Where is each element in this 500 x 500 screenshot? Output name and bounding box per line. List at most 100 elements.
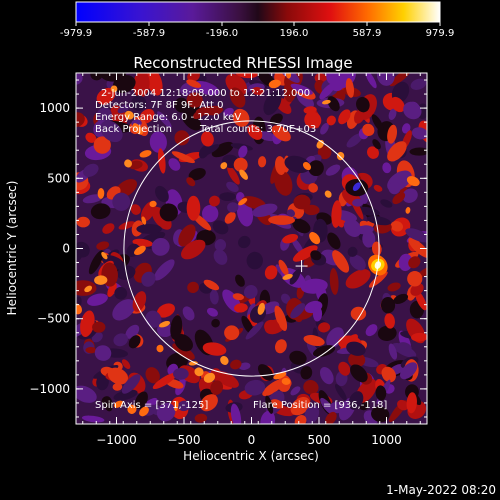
- heatmap-blob: [320, 123, 329, 135]
- heatmap-blob: [289, 269, 301, 285]
- heatmap-blob: [402, 123, 411, 134]
- heatmap-blob: [174, 130, 190, 146]
- heatmap-blob: [329, 268, 339, 295]
- heatmap-blob: [128, 160, 143, 170]
- heatmap-blob: [343, 218, 362, 237]
- heatmap-blob: [260, 410, 276, 424]
- heatmap-blob: [107, 282, 117, 297]
- heatmap-blob: [87, 293, 108, 306]
- heatmap-hot-spot: [273, 371, 287, 380]
- heatmap-blob: [365, 73, 377, 89]
- heatmap-blob: [182, 306, 195, 321]
- heatmap-blob: [113, 389, 138, 401]
- heatmap-blob: [408, 256, 421, 269]
- heatmap-hot-spot: [220, 162, 228, 170]
- colorbar-tick-label: 587.9: [353, 28, 382, 39]
- heatmap-hot-spot: [149, 200, 157, 208]
- heatmap-blob: [280, 293, 291, 304]
- heatmap-blob: [93, 136, 111, 154]
- heatmap-blob: [149, 131, 167, 153]
- heatmap-hot-spot: [281, 377, 291, 385]
- heatmap-blob: [156, 402, 176, 422]
- heatmap-blob: [376, 73, 395, 86]
- heatmap-blob: [128, 335, 141, 349]
- heatmap-blob: [212, 220, 229, 235]
- heatmap-blob: [290, 303, 306, 319]
- heatmap-blob: [102, 223, 115, 234]
- heatmap-blob: [132, 291, 147, 312]
- heatmap-blob: [153, 259, 175, 281]
- heatmap-hot-spot: [203, 372, 216, 383]
- heatmap-blob: [350, 306, 367, 321]
- heatmap-blob: [334, 384, 347, 401]
- heatmap-blob: [214, 239, 227, 252]
- heatmap-blob: [258, 156, 267, 168]
- heatmap-blob: [326, 73, 342, 85]
- heatmap-blob: [94, 345, 112, 361]
- heatmap-blob: [157, 148, 166, 174]
- heatmap-blob: [397, 399, 409, 411]
- heatmap-blob: [156, 303, 175, 318]
- heatmap-blob: [362, 230, 376, 248]
- heatmap-blob: [232, 293, 244, 301]
- heatmap-blob: [289, 350, 307, 365]
- heatmap-blob: [275, 156, 286, 175]
- heatmap-blob: [346, 341, 366, 356]
- heatmap-blob: [283, 75, 298, 103]
- x-tick-label: −500: [168, 433, 201, 447]
- heatmap-blob: [350, 364, 368, 383]
- annotation-detectors: Detectors: 7F 8F 9F, Att 0: [95, 100, 223, 111]
- heatmap-blob: [317, 145, 332, 160]
- heatmap-blob: [151, 237, 170, 256]
- heatmap-hot-spot: [309, 232, 321, 245]
- heatmap-blob: [366, 215, 391, 226]
- heatmap-blob: [389, 73, 412, 87]
- heatmap-blob: [326, 115, 336, 126]
- heatmap-blob: [365, 324, 378, 337]
- heatmap-blob: [131, 95, 147, 111]
- heatmap-blob: [388, 108, 397, 121]
- heatmap-blob: [186, 195, 201, 221]
- heatmap-blob: [275, 339, 287, 354]
- colorbar-ticks: [75, 22, 441, 26]
- heatmap-blob: [349, 254, 366, 271]
- heatmap-blob: [303, 335, 325, 347]
- heatmap-blob: [264, 319, 280, 335]
- heatmap-blob: [356, 96, 370, 113]
- y-tick-label: 0: [62, 242, 70, 256]
- annotation-time: 2-Jun-2004 12:18:08.000 to 12:21:12.000: [101, 88, 310, 99]
- heatmap-blob: [274, 305, 288, 331]
- heatmap-blob: [200, 394, 218, 412]
- heatmap-blob: [82, 194, 103, 204]
- heatmap-blob: [96, 87, 116, 105]
- heatmap-blob: [114, 286, 128, 300]
- heatmap-blob: [121, 359, 131, 370]
- heatmap-blob: [145, 367, 160, 384]
- colorbar-tick-label: 979.9: [426, 28, 455, 39]
- heatmap-blob: [388, 181, 401, 195]
- annotation-counts: Total counts: 3.70E+03: [199, 124, 316, 135]
- heatmap-blob: [246, 251, 263, 270]
- heatmap-blob: [415, 290, 427, 311]
- heatmap-blob: [304, 405, 320, 424]
- heatmap-hot-spot: [239, 169, 248, 180]
- heatmap-blob: [83, 163, 99, 177]
- x-axis-label: Heliocentric X (arcsec): [183, 449, 319, 463]
- heatmap-hot-spot: [132, 123, 143, 135]
- solar-limb-circle: [123, 120, 380, 377]
- heatmap-blob: [286, 209, 296, 217]
- heatmap-blob: [157, 111, 172, 129]
- heatmap-blob: [308, 183, 318, 193]
- heatmap-blob: [96, 374, 109, 391]
- heatmap-blob: [224, 325, 240, 341]
- heatmap-blob: [329, 401, 345, 414]
- heatmap-blob: [208, 195, 220, 207]
- heatmap-blob: [282, 233, 299, 244]
- heatmap-blob: [243, 284, 258, 299]
- heatmap-blob: [327, 96, 340, 112]
- heatmap-blob: [319, 82, 336, 100]
- heatmap-blob: [292, 218, 311, 234]
- x-tick-label: −1000: [96, 433, 137, 447]
- heatmap-blob: [402, 188, 418, 203]
- heatmap-blob: [380, 199, 393, 208]
